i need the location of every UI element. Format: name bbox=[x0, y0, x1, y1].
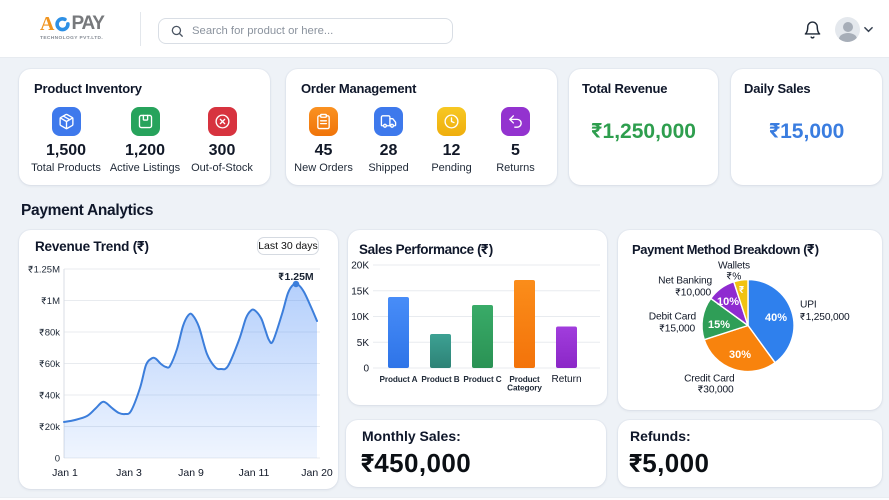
svg-text:10K: 10K bbox=[351, 312, 369, 323]
svg-text:1.25M: 1.25M bbox=[285, 271, 314, 283]
svg-text:Debit Card: Debit Card bbox=[649, 312, 697, 323]
svg-text:Wallets: Wallets bbox=[718, 260, 750, 271]
svg-text:1M: 1M bbox=[47, 296, 60, 307]
svg-text:20k: 20k bbox=[45, 422, 61, 433]
svg-text:15K: 15K bbox=[351, 286, 369, 297]
svg-text:Return: Return bbox=[551, 374, 581, 385]
svg-text:1.25M: 1.25M bbox=[34, 265, 60, 276]
svg-text:Net Banking: Net Banking bbox=[658, 276, 712, 287]
svg-text:Product A: Product A bbox=[380, 375, 418, 384]
svg-text:5K: 5K bbox=[357, 338, 370, 349]
svg-text:Product C: Product C bbox=[463, 375, 501, 384]
svg-text:Product B: Product B bbox=[421, 375, 459, 384]
svg-text:30,000: 30,000 bbox=[703, 385, 734, 396]
svg-text:Credit Card: Credit Card bbox=[684, 374, 735, 385]
svg-text:60k: 60k bbox=[45, 359, 61, 370]
svg-text:0: 0 bbox=[55, 454, 60, 465]
svg-text:%: % bbox=[732, 271, 741, 282]
svg-text:Jan 1: Jan 1 bbox=[52, 467, 78, 479]
svg-text:UPI: UPI bbox=[800, 300, 817, 311]
svg-text:Jan 20: Jan 20 bbox=[301, 467, 333, 479]
svg-text:10%: 10% bbox=[717, 296, 739, 308]
svg-text:15,000: 15,000 bbox=[665, 324, 696, 335]
svg-text:40k: 40k bbox=[45, 391, 61, 402]
svg-text:10,000: 10,000 bbox=[681, 288, 712, 299]
svg-text:Jan 9: Jan 9 bbox=[178, 467, 204, 479]
svg-text:20K: 20K bbox=[351, 261, 369, 272]
svg-text:15%: 15% bbox=[708, 319, 730, 331]
svg-text:30%: 30% bbox=[729, 349, 751, 361]
svg-text:0: 0 bbox=[363, 364, 369, 375]
svg-text:1,250,000: 1,250,000 bbox=[806, 312, 850, 323]
svg-text:Product: Product bbox=[509, 375, 540, 384]
svg-text:80k: 80k bbox=[45, 328, 61, 339]
svg-text:Jan 3: Jan 3 bbox=[116, 467, 142, 479]
svg-text:40%: 40% bbox=[765, 312, 787, 324]
svg-text:Category: Category bbox=[507, 384, 542, 393]
svg-text:Jan 11: Jan 11 bbox=[239, 467, 270, 479]
